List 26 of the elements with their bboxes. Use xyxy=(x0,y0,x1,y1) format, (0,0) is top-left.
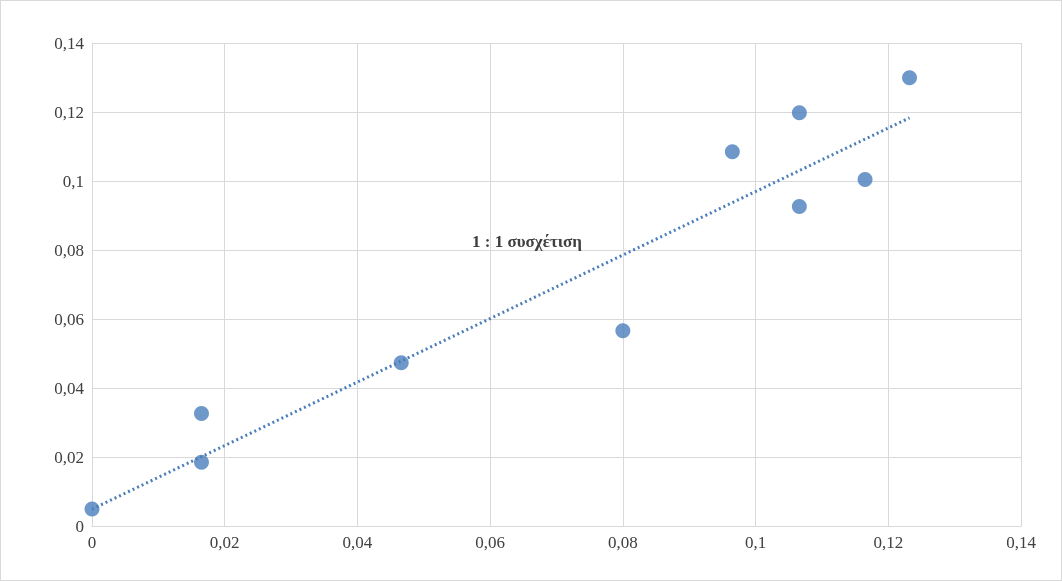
point xyxy=(791,105,807,121)
point xyxy=(902,70,918,86)
x-tick-label: 0,08 xyxy=(607,533,638,552)
point xyxy=(724,144,740,160)
y-tick-label: 0,08 xyxy=(54,240,84,260)
point xyxy=(194,454,209,470)
point xyxy=(857,172,873,188)
y-tick-label: 0,1 xyxy=(62,171,84,191)
x-tick-label: 0,04 xyxy=(342,533,373,552)
annotation: 1 : 1 συσχέτιση xyxy=(472,231,582,251)
point xyxy=(84,501,100,517)
x-tick-label: 0,14 xyxy=(1006,533,1037,552)
y-tick-label: 0,06 xyxy=(54,309,84,329)
y-tick-label: 0,12 xyxy=(54,102,84,122)
y-tick-label: 0 xyxy=(75,516,84,536)
x-tick-label: 0,02 xyxy=(209,533,240,552)
point xyxy=(791,199,807,215)
x-tick-label: 0,1 xyxy=(744,533,767,552)
x-tick-label: 0,06 xyxy=(475,533,506,552)
y-tick-label: 0,14 xyxy=(54,33,85,53)
x-tick-label: 0,12 xyxy=(873,533,904,552)
y-tick-label: 0,04 xyxy=(54,378,85,398)
point xyxy=(194,406,209,422)
x-tick-label: 0 xyxy=(87,533,97,552)
y-tick-label: 0,02 xyxy=(54,447,84,467)
point xyxy=(615,323,631,339)
